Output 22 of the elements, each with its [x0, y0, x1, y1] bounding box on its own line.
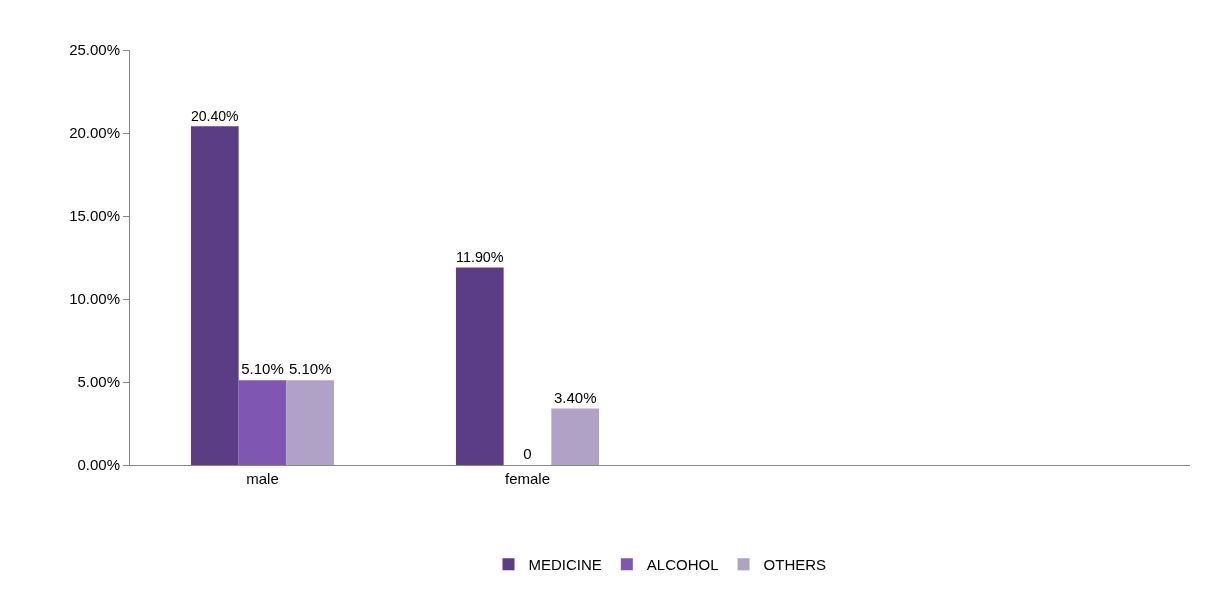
- data-label: 0: [523, 445, 532, 462]
- bar: [190, 126, 239, 465]
- y-tick-label: 20.00%: [69, 124, 120, 142]
- bar: [286, 380, 335, 465]
- data-label: 3.40%: [553, 388, 597, 406]
- y-tick-label: 0.00%: [77, 456, 120, 474]
- bar: [551, 408, 600, 465]
- data-label: 5.10%: [288, 360, 332, 378]
- legend-label: ALCOHOL: [646, 556, 719, 574]
- legend-label: MEDICINE: [528, 556, 602, 574]
- y-tick-label: 5.00%: [77, 373, 120, 391]
- x-tick-label: female: [504, 470, 551, 487]
- bar: [238, 380, 287, 465]
- data-label: 20.40%: [190, 107, 239, 124]
- data-label: 5.10%: [241, 360, 284, 378]
- y-tick-label: 25.00%: [69, 41, 120, 59]
- legend-label: OTHERS: [763, 556, 827, 574]
- x-tick-label: male: [246, 470, 279, 487]
- y-tick-label: 15.00%: [69, 207, 120, 225]
- bar: [455, 267, 504, 465]
- data-label: 11.90%: [455, 248, 504, 265]
- y-tick-label: 10.00%: [69, 290, 120, 308]
